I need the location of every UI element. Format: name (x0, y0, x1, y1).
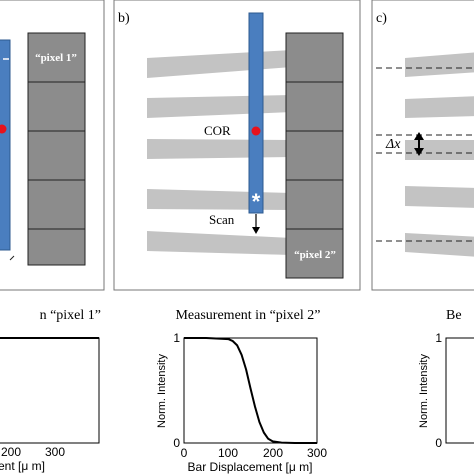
detector-pixel (27, 179, 86, 230)
detector-pixel (285, 32, 344, 83)
plot-b-xtick: 100 (218, 446, 238, 460)
beam (147, 95, 292, 118)
detector-pixel (27, 32, 86, 83)
plot-a (0, 337, 100, 444)
detector-pixel (27, 81, 86, 132)
tick-mark-a (9, 255, 15, 261)
plot-b (183, 337, 318, 444)
pixel-column-b (285, 32, 344, 279)
detector-pixel (27, 130, 86, 181)
delta-x-arrow-up (414, 132, 424, 140)
plot-a-xtick: 300 (45, 445, 65, 459)
plot-b-xlabel: Bar Displacement [μ m] (188, 460, 313, 474)
beam (147, 231, 292, 255)
cor-marker-b (251, 126, 261, 136)
cor-marker-a (0, 124, 7, 134)
plot-b-ytick: 0 (173, 436, 180, 450)
plot-b-frame (183, 337, 318, 444)
plot-b-ylabel: Norm. Intensity (156, 354, 168, 428)
plot-a-frame (0, 337, 100, 444)
beam (405, 186, 474, 208)
beam (405, 52, 474, 77)
plot-c-ytick: 0 (435, 436, 442, 450)
panel-a-border (0, 0, 105, 291)
panel-b-border (113, 0, 361, 291)
pixel-column-a (27, 32, 86, 266)
delta-x-label: Δx (385, 137, 401, 152)
beams-c (405, 52, 474, 257)
plot-c-ylabel: Norm. Intensity (418, 354, 430, 428)
plot-b-ytick: 1 (173, 331, 180, 345)
beam (147, 50, 292, 78)
plot-a-xtick: 200 (1, 445, 21, 459)
plot-c-title: Be (446, 308, 462, 323)
detector-pixel (285, 130, 344, 181)
plot-c-ytick: 1 (435, 331, 442, 345)
scan-bar-b (248, 12, 264, 214)
beam (147, 189, 292, 210)
plot-c-frame (445, 337, 474, 444)
plot-b-title: Measurement in “pixel 2” (175, 308, 320, 323)
beam (405, 140, 474, 160)
pixel-2-label: “pixel 2” (294, 249, 336, 261)
panel-b: b) “pixel 2” * COR Scan Measurement in “… (113, 0, 361, 474)
panel-b-label: b) (118, 11, 130, 26)
reference-dashed-lines (376, 67, 474, 242)
beam (405, 233, 474, 257)
plot-a-xlabel: ent [μ m] (0, 459, 45, 473)
panel-c-border (371, 0, 474, 291)
beam (147, 139, 292, 159)
panel-a: “pixel 1” n “pixel 1” 200 300 ent [μ m] (0, 0, 105, 473)
detector-pixel (285, 228, 344, 279)
delta-x-arrow-down (414, 148, 424, 156)
cor-label: COR (204, 123, 231, 138)
scan-bar-a (0, 39, 11, 251)
plot-b-xtick: 300 (307, 446, 327, 460)
plot-c (445, 337, 474, 444)
detector-pixel (285, 179, 344, 230)
scan-arrow-head (252, 227, 260, 234)
plot-b-xtick: 0 (181, 446, 188, 460)
panel-c: c) Δx Be 1 0 Norm. Intensity (371, 0, 474, 450)
panel-c-label: c) (376, 11, 387, 26)
detector-pixel (285, 81, 344, 132)
plot-a-title: n “pixel 1” (40, 308, 101, 323)
plot-b-xtick: 200 (263, 446, 283, 460)
detector-pixel (27, 228, 86, 266)
beam (405, 96, 474, 118)
pixel-1-label: “pixel 1” (35, 52, 77, 64)
intensity-curve-b (184, 337, 317, 444)
scan-label: Scan (209, 212, 235, 227)
star-marker-b: * (252, 189, 261, 214)
